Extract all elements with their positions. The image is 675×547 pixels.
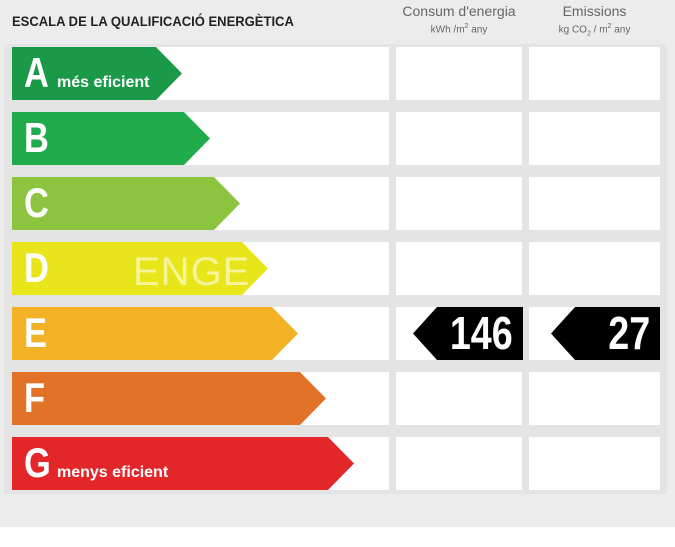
emissions-cell-a (529, 47, 660, 100)
arrow-shape-icon (12, 307, 298, 360)
emissions-column-label: Emissions (562, 3, 627, 19)
rating-letter: D (24, 244, 49, 291)
consumption-column-header: Consum d'energia kWh /m2 any (396, 2, 522, 37)
emissions-marker: 27 (551, 307, 660, 360)
marker-arrow-icon (413, 307, 523, 360)
consumption-cell-c (396, 177, 522, 230)
rating-arrow-d: D (12, 242, 268, 295)
watermark: ENGE (133, 250, 251, 294)
rating-arrow-e: E (12, 307, 298, 360)
arrow-shape-icon (12, 372, 326, 425)
consumption-cell-d (396, 242, 522, 295)
consumption-column-label: Consum d'energia (402, 3, 516, 19)
rating-letter: G (24, 439, 51, 486)
rating-label: més eficient (57, 74, 150, 91)
marker-arrow-icon (551, 307, 660, 360)
consumption-marker-value: 146 (450, 307, 513, 359)
rating-letter: A (24, 49, 49, 96)
rating-letter: B (24, 114, 49, 161)
consumption-cell-f (396, 372, 522, 425)
consumption-column-unit: kWh /m2 any (430, 23, 488, 36)
arrow-shape-icon (12, 437, 354, 490)
rating-arrow-f: F (12, 372, 326, 425)
emissions-marker-value: 27 (608, 307, 650, 359)
arrow-shape-icon (12, 47, 182, 100)
rating-letter: E (24, 309, 47, 356)
arrow-shape-icon (12, 177, 240, 230)
emissions-cell-g (529, 437, 660, 490)
emissions-cell-d (529, 242, 660, 295)
arrow-shape-icon (12, 112, 210, 165)
page-title: ESCALA DE LA QUALIFICACIÓ ENERGÈTICA (12, 13, 294, 29)
rating-letter: F (24, 374, 46, 421)
rating-arrow-b: B (12, 112, 210, 165)
consumption-marker: 146 (413, 307, 523, 360)
emissions-cell-b (529, 112, 660, 165)
emissions-column-header: Emissions kg CO2 / m2 any (529, 2, 660, 41)
consumption-cell-a (396, 47, 522, 100)
bottom-panel (0, 527, 675, 547)
emissions-cell-f (529, 372, 660, 425)
rating-arrow-c: C (12, 177, 240, 230)
consumption-cell-g (396, 437, 522, 490)
rating-label: menys eficient (57, 464, 169, 481)
consumption-cell-b (396, 112, 522, 165)
emissions-column-unit: kg CO2 / m2 any (558, 23, 631, 38)
arrow-shape-icon (12, 242, 268, 295)
emissions-cell-c (529, 177, 660, 230)
rating-letter: C (24, 179, 49, 226)
